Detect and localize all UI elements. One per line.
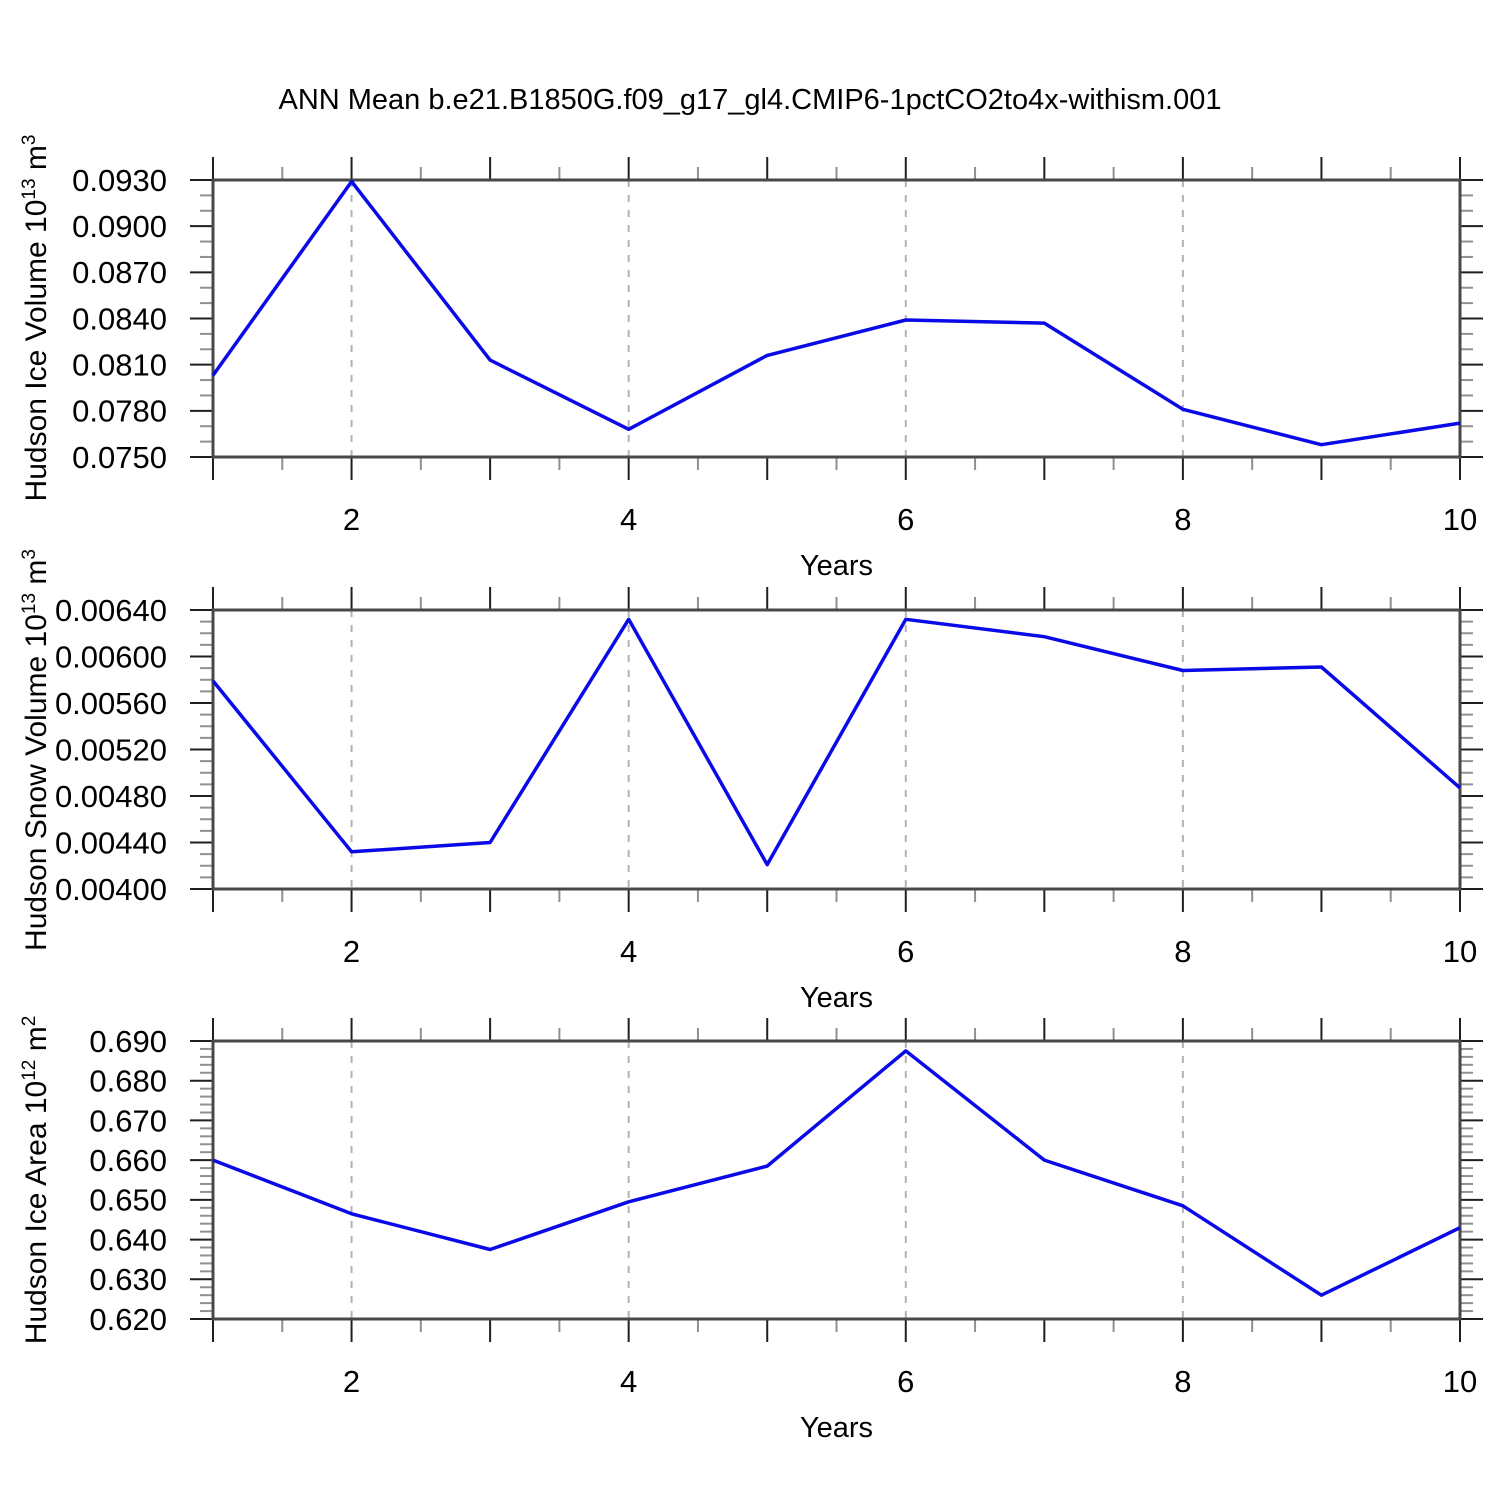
y-axis-ticks: [190, 609, 1483, 890]
y-tick-labels: 0.0930 0.0900 0.0870 0.0840 0.0810 0.0780 0.07…: [72, 163, 167, 475]
y-tick-label: 0.0900: [72, 209, 167, 244]
plot-frame: [211, 178, 1462, 459]
y-tick-label: 0.0810: [72, 348, 167, 383]
y-tick-label: 0.640: [89, 1222, 167, 1257]
y-axis-label-hudson-ice-volume: Hudson Ice Volume 1013 m3: [19, 134, 54, 502]
x-tick-label: 2: [343, 1364, 360, 1399]
x-tick-label: 8: [1174, 1364, 1191, 1399]
y-axis-label-text: m: [20, 559, 53, 593]
y-axis-label-superscript: 13: [19, 592, 40, 615]
y-tick-label: 0.620: [89, 1302, 167, 1337]
y-tick-label: 0.00480: [55, 779, 167, 814]
y-axis-label-text: Hudson Snow Volume 10: [20, 614, 53, 951]
y-tick-label: 0.680: [89, 1064, 167, 1099]
x-tick-label: 4: [620, 1364, 637, 1399]
x-axis-ticks: [212, 587, 1461, 912]
y-axis-label-text: Hudson Ice Area 10: [20, 1080, 53, 1345]
figure-title: ANN Mean b.e21.B1850G.f09_g17_gl4.CMIP6-…: [278, 84, 1222, 116]
y-axis-label-superscript: 12: [19, 1059, 40, 1081]
x-axis-ticks: [212, 157, 1461, 480]
x-tick-label: 4: [620, 934, 637, 969]
y-axis-label-superscript: 3: [19, 549, 40, 560]
y-axis-label-hudson-snow-volume: Hudson Snow Volume 1013 m3: [19, 549, 54, 951]
y-tick-label: 0.0870: [72, 255, 167, 290]
y-axis-ticks: [190, 1040, 1483, 1320]
y-axis-ticks: [190, 179, 1483, 458]
y-axis-label-text: Hudson Ice Volume 10: [20, 199, 53, 502]
x-tick-label: 6: [897, 934, 914, 969]
x-axis-title: Years: [800, 1412, 873, 1444]
y-tick-label: 0.650: [89, 1183, 167, 1218]
x-tick-label: 10: [1443, 934, 1477, 969]
data-line: [211, 617, 1462, 867]
plot-frame: [211, 608, 1462, 891]
y-axis-label-text: m: [20, 1026, 53, 1060]
y-axis-label-superscript: 13: [19, 178, 40, 200]
y-axis-label-text: m: [20, 145, 53, 179]
y-tick-labels: 0.00640 0.00600 0.00560 0.00520 0.00480 0.004…: [55, 593, 167, 907]
y-tick-label: 0.00560: [55, 686, 167, 721]
y-axis-label-hudson-ice-area: Hudson Ice Area 1012 m2: [19, 1015, 54, 1345]
y-tick-labels: 0.690 0.680 0.670 0.660 0.650 0.640 0.630 0.620: [89, 1024, 167, 1337]
y-tick-label: 0.690: [89, 1024, 167, 1059]
grid-lines: [350, 180, 1184, 457]
y-tick-label: 0.0930: [72, 163, 167, 198]
y-tick-label: 0.00520: [55, 732, 167, 767]
x-tick-label: 10: [1443, 1364, 1477, 1399]
y-tick-label: 0.00640: [55, 593, 167, 628]
y-tick-label: 0.0750: [72, 440, 167, 475]
x-tick-label: 2: [343, 934, 360, 969]
y-tick-label: 0.00600: [55, 639, 167, 674]
x-axis-ticks: [212, 1018, 1461, 1342]
data-line: [211, 179, 1461, 447]
x-tick-label: 8: [1174, 934, 1191, 969]
x-axis-title: Years: [800, 982, 873, 1014]
x-tick-label: 4: [620, 502, 637, 537]
y-axis-label-superscript: 2: [19, 1015, 40, 1027]
x-axis-title: Years: [800, 550, 873, 582]
y-tick-label: 0.670: [89, 1103, 167, 1138]
y-axis-label-superscript: 3: [19, 134, 40, 146]
y-tick-label: 0.00440: [55, 825, 167, 860]
x-tick-label: 2: [343, 502, 360, 537]
x-tick-labels: 2 4 6 8 10: [343, 1364, 1477, 1399]
y-tick-label: 0.0840: [72, 301, 167, 336]
x-tick-label: 10: [1443, 502, 1477, 537]
y-tick-label: 0.630: [89, 1262, 167, 1297]
plot-frame: [211, 1039, 1462, 1321]
x-tick-labels: 2 4 6 8 10: [343, 934, 1477, 969]
x-tick-label: 6: [897, 502, 914, 537]
y-tick-label: 0.660: [89, 1143, 167, 1178]
grid-lines: [350, 1041, 1184, 1319]
y-tick-label: 0.0780: [72, 394, 167, 429]
y-tick-label: 0.00400: [55, 872, 167, 907]
x-tick-label: 6: [897, 1364, 914, 1399]
data-line: [212, 1049, 1461, 1297]
x-tick-label: 8: [1174, 502, 1191, 537]
x-tick-labels: 2 4 6 8 10: [343, 502, 1477, 537]
grid-lines: [350, 610, 1184, 889]
